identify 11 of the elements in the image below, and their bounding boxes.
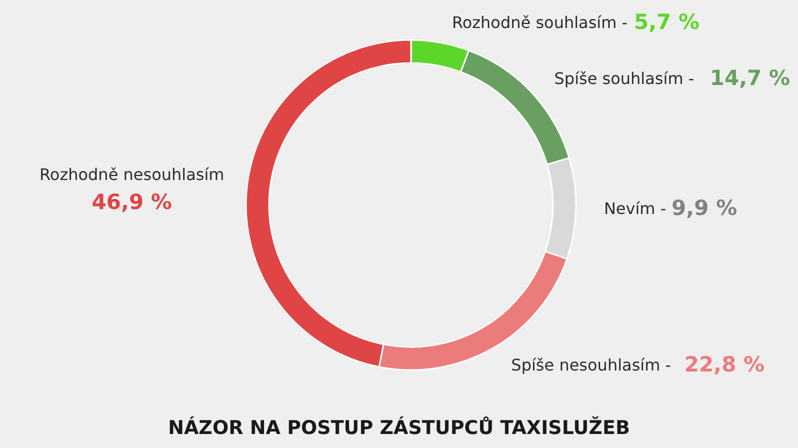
data-label: 9,9 % — [672, 196, 738, 220]
data-label: 46,9 % — [92, 190, 172, 214]
data-label: 14,7 % — [710, 66, 790, 90]
slice-label: Rozhodně nesouhlasím — [40, 165, 224, 184]
text: NÁZOR NA POSTUP ZÁSTUPCŮ TAXISLUŽEB — [168, 416, 630, 439]
slice-label: Spíše souhlasím - — [554, 68, 694, 88]
slice-label: Rozhodně souhlasím - — [452, 12, 628, 32]
slice-label: Nevím - — [604, 199, 666, 218]
data-label: 5,7 % — [634, 10, 700, 34]
slice-label: Spíše nesouhlasím - — [511, 355, 672, 374]
data-label: 22,8 % — [684, 352, 765, 376]
